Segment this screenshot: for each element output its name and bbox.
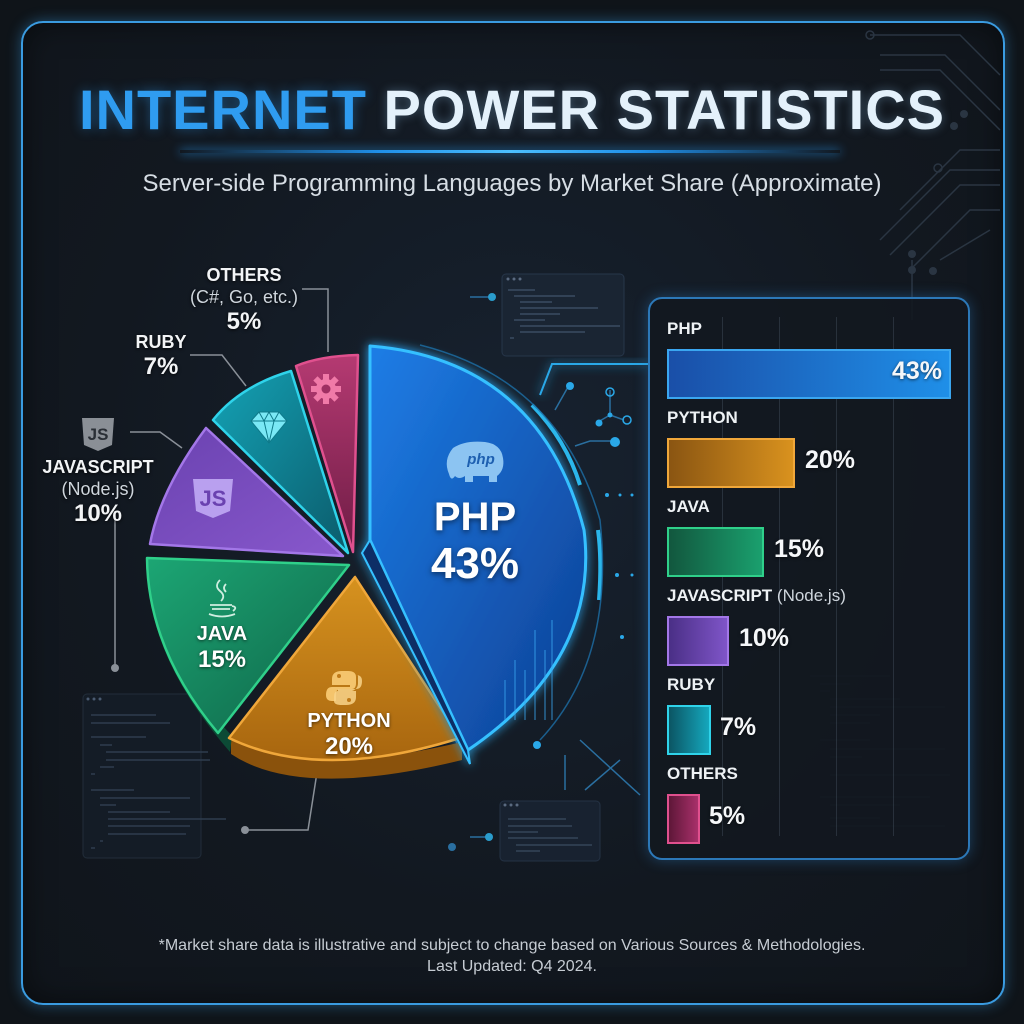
code-card-top bbox=[470, 273, 625, 357]
bar-row-others: OTHERS 5% bbox=[665, 764, 953, 844]
subtitle: Server-side Programming Languages by Mar… bbox=[142, 170, 882, 197]
svg-text:php: php bbox=[466, 451, 495, 468]
bar-row-java: JAVA 15% bbox=[665, 497, 953, 577]
bar-value: 5% bbox=[709, 802, 746, 830]
bar-value: 10% bbox=[739, 624, 790, 652]
python-slice-depth bbox=[231, 736, 462, 779]
python-slice bbox=[227, 575, 462, 762]
bar-label: PYTHON bbox=[667, 408, 738, 427]
code-card-bottom bbox=[470, 800, 601, 862]
java-cup-icon bbox=[208, 579, 237, 618]
bar-value: 43% bbox=[892, 357, 943, 385]
php-slice bbox=[360, 344, 588, 765]
bar-label: PHP bbox=[667, 319, 702, 338]
page-title: INTERNET POWER STATISTICS bbox=[0, 78, 1024, 142]
bar-chart-panel: PHP 43% PYTHON 20% JAVA 15% JAVASCRIPT (… bbox=[648, 297, 970, 860]
bar-others bbox=[667, 794, 700, 844]
java-slice bbox=[145, 556, 351, 735]
title-part-2: POWER STATISTICS bbox=[383, 78, 946, 141]
python-icon bbox=[326, 671, 362, 705]
slice-label-java: JAVA 15% bbox=[196, 623, 248, 673]
footnote-updated: Last Updated: Q4 2024. bbox=[427, 958, 597, 975]
js-shield-icon-outside: JS bbox=[82, 418, 114, 451]
bar-label: JAVASCRIPT (Node.js) bbox=[667, 586, 846, 605]
label-javascript: JAVASCRIPT (Node.js) 10% bbox=[42, 457, 154, 527]
gridline bbox=[836, 317, 837, 836]
bar-row-ruby: RUBY 7% bbox=[665, 675, 953, 755]
bar-value: 15% bbox=[774, 535, 825, 563]
php-connector bbox=[539, 363, 648, 396]
title-divider bbox=[180, 150, 840, 153]
svg-text:JS: JS bbox=[88, 425, 109, 444]
js-shield-icon: JS bbox=[193, 479, 233, 518]
gridline bbox=[893, 317, 894, 836]
ruby-slice bbox=[211, 369, 350, 555]
footnote: *Market share data is illustrative and s… bbox=[0, 935, 1024, 977]
slice-label-php: PHP 43% bbox=[430, 495, 520, 588]
bar-row-javascript: JAVASCRIPT (Node.js) 10% bbox=[665, 586, 953, 666]
gear-icon bbox=[311, 374, 341, 404]
bar-row-php: PHP 43% bbox=[665, 319, 953, 399]
bar-label: RUBY bbox=[667, 675, 716, 694]
bar-java bbox=[667, 527, 764, 577]
bar-python bbox=[667, 438, 795, 488]
svg-text:JS: JS bbox=[200, 486, 227, 511]
title-part-1: INTERNET bbox=[78, 78, 367, 141]
javascript-slice bbox=[148, 426, 345, 558]
diamond-icon bbox=[250, 410, 288, 444]
bar-ruby bbox=[667, 705, 711, 755]
others-slice bbox=[294, 353, 360, 554]
bar-value: 7% bbox=[720, 713, 757, 741]
label-ruby: RUBY 7% bbox=[135, 332, 187, 380]
label-others: OTHERS (C#, Go, etc.) 5% bbox=[189, 265, 299, 335]
bar-row-python: PYTHON 20% bbox=[665, 408, 953, 488]
footnote-disclaimer: *Market share data is illustrative and s… bbox=[158, 937, 866, 954]
code-card-left bbox=[82, 693, 226, 859]
bar-label: OTHERS bbox=[667, 764, 738, 783]
gridline bbox=[779, 317, 780, 836]
bar-php bbox=[667, 349, 951, 399]
bar-value: 20% bbox=[805, 446, 856, 474]
circuit-decoration bbox=[865, 30, 1001, 320]
bar-javascript bbox=[667, 616, 729, 666]
slice-label-python: PYTHON 20% bbox=[307, 710, 391, 760]
php-elephant-icon: php bbox=[446, 441, 504, 482]
leader-lines bbox=[114, 288, 329, 831]
bar-label: JAVA bbox=[667, 497, 710, 516]
